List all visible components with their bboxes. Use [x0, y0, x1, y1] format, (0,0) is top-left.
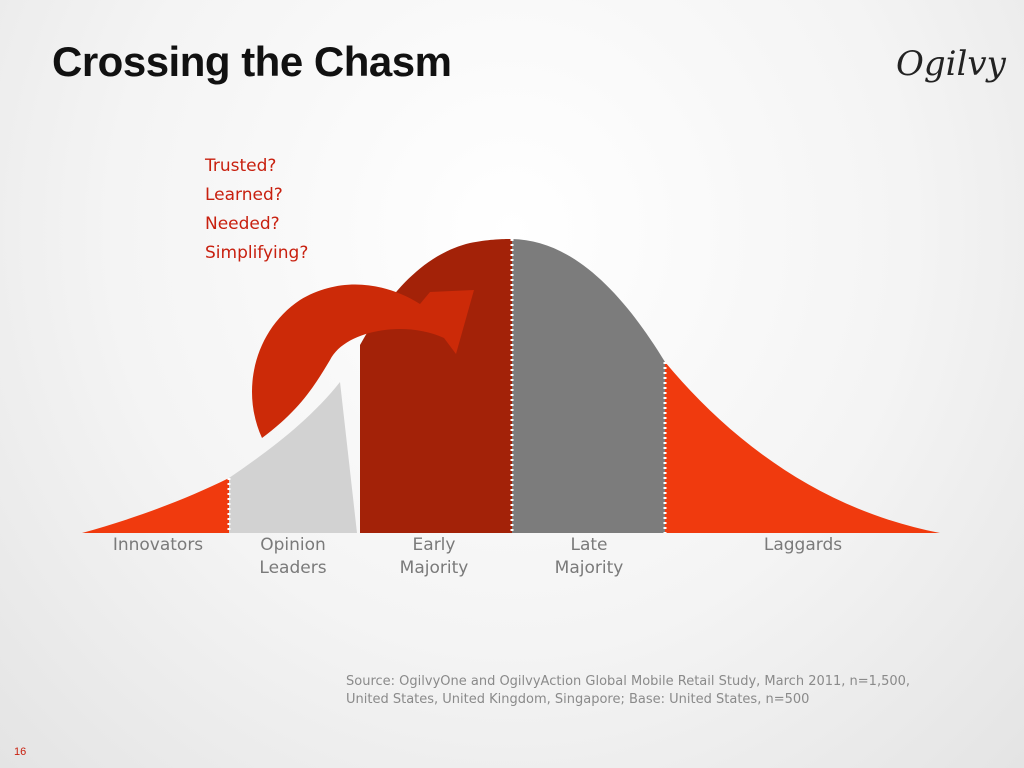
label-innovators-line1: Innovators — [112, 535, 204, 555]
label-late-majority: Late Majority — [529, 534, 649, 580]
label-early-majority-line1: Early — [412, 535, 456, 555]
label-early-majority: Early Majority — [374, 534, 494, 580]
segment-early-majority — [360, 239, 512, 533]
label-laggards: Laggards — [743, 534, 863, 557]
question-learned: Learned? — [205, 185, 283, 205]
label-late-majority-line1: Late — [570, 535, 608, 555]
page-number: 16 — [14, 746, 27, 758]
chasm-crossing-arrow — [251, 284, 474, 438]
segment-late-majority — [512, 239, 665, 533]
source-note: Source: OgilvyOne and OgilvyAction Globa… — [346, 673, 910, 709]
label-late-majority-line2: Majority — [554, 558, 624, 578]
question-trusted: Trusted? — [205, 156, 277, 176]
segment-innovators — [82, 478, 229, 533]
question-needed: Needed? — [205, 214, 280, 234]
ogilvy-logo: Ogilvy — [896, 44, 1006, 84]
label-opinion-leaders-line1: Opinion — [260, 535, 326, 555]
label-opinion-leaders: Opinion Leaders — [233, 534, 353, 580]
chasm-questions: Trusted? Learned? Needed? Simplifying? — [205, 152, 308, 268]
segment-opinion-leaders — [229, 382, 357, 533]
source-line2: United States, United Kingdom, Singapore… — [346, 692, 810, 707]
source-line1: Source: OgilvyOne and OgilvyAction Globa… — [346, 674, 911, 689]
segment-laggards — [665, 362, 940, 533]
label-innovators: Innovators — [98, 534, 218, 557]
label-laggards-line1: Laggards — [763, 535, 843, 555]
question-simplifying: Simplifying? — [205, 243, 309, 263]
slide-title: Crossing the Chasm — [52, 38, 452, 85]
label-early-majority-line2: Majority — [399, 558, 469, 578]
label-opinion-leaders-line2: Leaders — [259, 558, 327, 578]
